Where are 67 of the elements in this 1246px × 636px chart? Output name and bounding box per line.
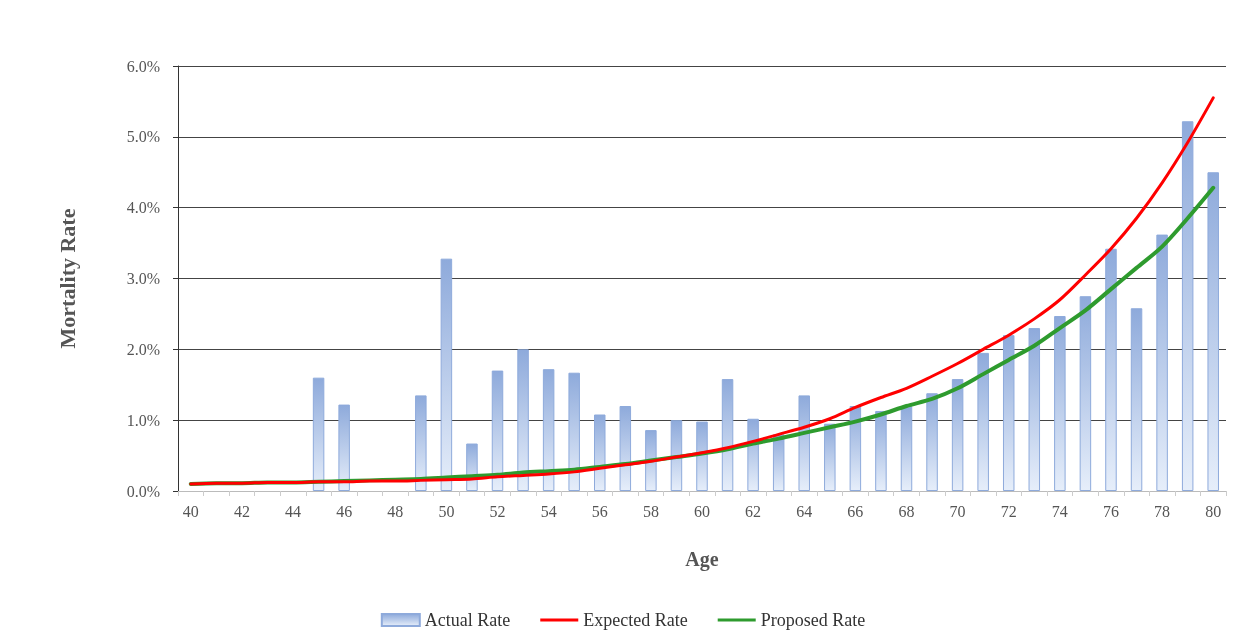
x-tick-label: 46 [336,502,353,520]
bar [1156,234,1168,491]
bar [772,434,785,491]
bar [747,418,759,491]
bar [670,420,683,491]
y-tick-label: 6.0% [126,57,160,75]
line-series [189,96,1215,486]
x-axis-title: Age [685,548,719,571]
y-tick-label: 0.0% [126,482,160,500]
y-axis-title: Mortality Rate [54,208,80,349]
bar [1181,121,1194,491]
x-tick-label: 66 [847,502,864,520]
bar [1105,248,1117,491]
x-tick-label: 68 [898,502,915,520]
bar [1130,308,1143,491]
x-tick-label: 40 [182,502,199,520]
bar [1207,172,1219,491]
bar [312,377,325,491]
y-tick-label: 5.0% [126,128,160,146]
bar [798,395,810,491]
x-tick-label: 48 [387,502,404,520]
y-tick-label: 4.0% [126,199,160,217]
bar [696,421,708,491]
x-tick-label: 60 [694,502,710,520]
bar [875,410,887,491]
y-tick-label: 2.0% [126,340,160,358]
bar [1054,316,1066,491]
bar [1079,296,1092,491]
x-tick-label: 50 [438,502,455,520]
x-tick-label: 62 [745,502,762,520]
legend-label: Proposed Rate [760,610,866,630]
x-tick-label: 56 [591,502,608,520]
bar [517,349,529,491]
x-tick-label: 70 [949,502,966,520]
x-tick-label: 54 [540,502,557,520]
x-tick-label: 76 [1102,502,1119,520]
legend-label: Actual Rate [424,610,511,630]
bar [645,430,657,491]
x-tick-label: 80 [1205,502,1222,520]
bar [1028,328,1041,491]
bar [415,395,427,491]
bar [824,423,836,491]
x-tick-label: 78 [1154,502,1171,520]
x-tick-label: 42 [233,502,250,520]
bar [440,258,453,491]
bar [721,379,734,491]
bar [900,406,913,491]
bar [951,379,964,491]
x-tick-label: 72 [1000,502,1017,520]
x-tick-label: 74 [1051,502,1068,520]
bar [619,406,632,491]
x-tick-label: 58 [642,502,659,520]
bar [338,404,350,491]
x-tick-label: 52 [489,502,506,520]
x-tick-label: 44 [285,502,302,520]
bar [542,369,555,491]
x-tick-label: 64 [796,502,813,520]
y-tick-label: 1.0% [126,411,160,429]
bar [849,406,862,491]
legend-label: Expected Rate [583,610,688,630]
y-tick-label: 3.0% [126,270,160,287]
bar [491,370,504,491]
bar [594,414,606,491]
bar [926,393,938,491]
bar [1002,335,1015,491]
bar [977,352,989,491]
bar [568,372,580,491]
